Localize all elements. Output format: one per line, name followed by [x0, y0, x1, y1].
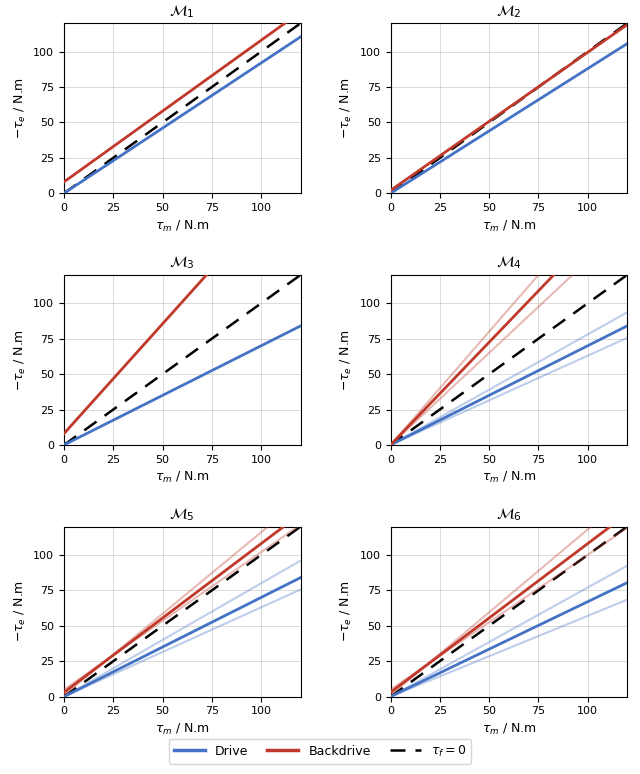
Y-axis label: $-\tau_e$ / N.m: $-\tau_e$ / N.m [13, 580, 28, 642]
X-axis label: $\tau_m$ / N.m: $\tau_m$ / N.m [156, 722, 209, 737]
Title: $\mathcal{M}_1$: $\mathcal{M}_1$ [170, 3, 195, 19]
Y-axis label: $-\tau_e$ / N.m: $-\tau_e$ / N.m [339, 329, 355, 391]
Y-axis label: $-\tau_e$ / N.m: $-\tau_e$ / N.m [13, 77, 28, 139]
X-axis label: $\tau_m$ / N.m: $\tau_m$ / N.m [482, 722, 536, 737]
X-axis label: $\tau_m$ / N.m: $\tau_m$ / N.m [156, 471, 209, 485]
Title: $\mathcal{M}_2$: $\mathcal{M}_2$ [496, 3, 522, 19]
Y-axis label: $-\tau_e$ / N.m: $-\tau_e$ / N.m [339, 77, 355, 139]
Title: $\mathcal{M}_5$: $\mathcal{M}_5$ [170, 506, 195, 523]
Y-axis label: $-\tau_e$ / N.m: $-\tau_e$ / N.m [13, 329, 28, 391]
X-axis label: $\tau_m$ / N.m: $\tau_m$ / N.m [482, 471, 536, 485]
Legend: Drive, Backdrive, $\tau_f = 0$: Drive, Backdrive, $\tau_f = 0$ [169, 738, 471, 764]
Title: $\mathcal{M}_6$: $\mathcal{M}_6$ [496, 506, 522, 523]
X-axis label: $\tau_m$ / N.m: $\tau_m$ / N.m [482, 218, 536, 234]
Y-axis label: $-\tau_e$ / N.m: $-\tau_e$ / N.m [339, 580, 355, 642]
X-axis label: $\tau_m$ / N.m: $\tau_m$ / N.m [156, 218, 209, 234]
Title: $\mathcal{M}_3$: $\mathcal{M}_3$ [170, 255, 195, 271]
Title: $\mathcal{M}_4$: $\mathcal{M}_4$ [496, 255, 522, 271]
